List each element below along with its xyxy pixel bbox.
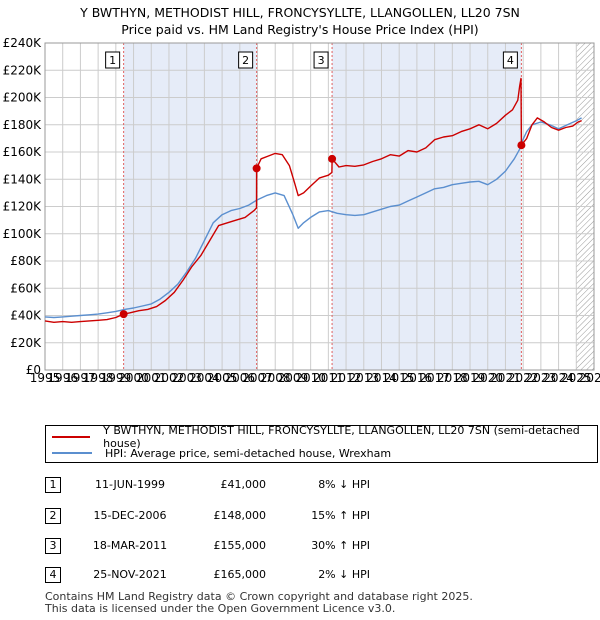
x-tick-label: 2023 xyxy=(526,371,557,385)
x-tick-label: 1997 xyxy=(65,371,96,385)
hpi-line xyxy=(44,117,582,319)
x-tick-label: 1995 xyxy=(30,371,61,385)
transaction-number: 4 xyxy=(45,567,61,583)
x-tick-label: 2013 xyxy=(349,371,380,385)
transaction-price: £165,000 xyxy=(213,568,267,581)
transaction-hpi: 15% ↑ HPI xyxy=(311,509,370,522)
sale-label-box xyxy=(238,51,254,69)
transaction-number: 2 xyxy=(45,508,61,524)
y-tick-label: £20K xyxy=(10,336,42,350)
sale-label-box xyxy=(313,51,329,69)
x-tick-label: 2024 xyxy=(543,371,574,385)
table-row: 3 18-MAR-2011 £155,000 30% ↑ HPI xyxy=(0,538,600,558)
x-tick-label: 2026 xyxy=(579,371,600,385)
transaction-date: 18-MAR-2011 xyxy=(92,539,168,552)
y-tick-label: £60K xyxy=(10,281,42,295)
y-tick-label: £120K xyxy=(3,200,43,214)
x-tick-label: 2007 xyxy=(242,371,273,385)
x-tick-label: 2016 xyxy=(402,371,433,385)
footer-line-1: Contains HM Land Registry data © Crown c… xyxy=(45,590,473,603)
x-tick-label: 2000 xyxy=(118,371,149,385)
transaction-hpi: 8% ↓ HPI xyxy=(318,478,370,491)
x-tick-label: 2009 xyxy=(278,371,309,385)
transaction-price: £41,000 xyxy=(220,478,267,491)
sale-point xyxy=(328,154,337,163)
legend-item-hpi: HPI: Average price, semi-detached house,… xyxy=(52,446,391,460)
sale-label-box xyxy=(502,51,518,69)
legend-item-property: Y BWTHYN, METHODIST HILL, FRONCYSYLLTE, … xyxy=(52,424,597,450)
x-tick-label: 2014 xyxy=(366,371,397,385)
transaction-date: 11-JUN-1999 xyxy=(94,478,166,491)
legend: Y BWTHYN, METHODIST HILL, FRONCYSYLLTE, … xyxy=(45,424,598,463)
transaction-hpi: 30% ↑ HPI xyxy=(311,539,370,552)
title-line-2: Price paid vs. HM Land Registry's House … xyxy=(121,22,479,37)
table-row: 2 15-DEC-2006 £148,000 15% ↑ HPI xyxy=(0,508,600,528)
x-tick-label: 1996 xyxy=(47,371,78,385)
table-row: 4 25-NOV-2021 £165,000 2% ↓ HPI xyxy=(0,567,600,587)
legend-label-hpi: HPI: Average price, semi-detached house,… xyxy=(105,446,392,460)
title-line-1: Y BWTHYN, METHODIST HILL, FRONCYSYLLTE, … xyxy=(80,5,520,20)
y-tick-label: £180K xyxy=(3,118,43,132)
transaction-number: 3 xyxy=(45,538,61,554)
sale-label-number: 4 xyxy=(507,54,514,67)
y-tick-label: £40K xyxy=(10,309,42,323)
x-tick-label: 2015 xyxy=(384,371,415,385)
sale-label-number: 1 xyxy=(109,54,116,67)
x-tick-label: 2010 xyxy=(295,371,326,385)
sale-point xyxy=(252,164,261,173)
sale-label-number: 2 xyxy=(242,54,249,67)
y-tick-label: £140K xyxy=(3,172,43,186)
transaction-date: 25-NOV-2021 xyxy=(93,568,167,581)
x-tick-label: 2025 xyxy=(561,371,592,385)
x-tick-label: 2008 xyxy=(260,371,291,385)
transaction-price: £155,000 xyxy=(213,539,267,552)
transaction-number: 1 xyxy=(45,477,61,493)
x-tick-label: 2019 xyxy=(455,371,486,385)
price-chart: £0 £20K £40K £60K £80K £100K £120K £140K £160K £1… xyxy=(3,36,600,385)
x-tick-label: 2011 xyxy=(313,371,344,385)
y-tick-label: £100K xyxy=(3,227,43,241)
x-tick-label: 2005 xyxy=(207,371,238,385)
x-tick-label: 2017 xyxy=(419,371,450,385)
table-row: 1 11-JUN-1999 £41,000 8% ↓ HPI xyxy=(0,477,600,497)
x-tick-label: 2004 xyxy=(189,371,220,385)
x-tick-label: 2002 xyxy=(154,371,185,385)
y-tick-label: £220K xyxy=(3,63,43,77)
x-tick-label: 1999 xyxy=(101,371,132,385)
transaction-date: 15-DEC-2006 xyxy=(93,509,167,522)
footer: Contains HM Land Registry data © Crown c… xyxy=(45,591,473,615)
x-tick-label: 2020 xyxy=(472,371,503,385)
x-tick-label: 2003 xyxy=(171,371,202,385)
x-tick-label: 2021 xyxy=(490,371,521,385)
x-tick-label: 2006 xyxy=(225,371,256,385)
y-tick-label: £0 xyxy=(26,363,41,377)
x-tick-label: 2001 xyxy=(136,371,167,385)
property-price-line xyxy=(44,77,582,323)
x-tick-label: 2018 xyxy=(437,371,468,385)
y-tick-label: £160K xyxy=(3,145,43,159)
property-line-swatch xyxy=(52,436,91,438)
sale-point xyxy=(119,310,128,319)
transaction-hpi: 2% ↓ HPI xyxy=(318,568,370,581)
sale-point xyxy=(517,141,526,150)
y-tick-label: £80K xyxy=(10,254,42,268)
plot-frame xyxy=(44,42,595,371)
footer-line-2: This data is licensed under the Open Gov… xyxy=(45,602,396,615)
sale-label-number: 3 xyxy=(318,54,325,67)
legend-label-property: Y BWTHYN, METHODIST HILL, FRONCYSYLLTE, … xyxy=(103,424,580,450)
y-tick-label: £200K xyxy=(3,91,43,105)
x-tick-label: 2022 xyxy=(508,371,539,385)
y-tick-label: £240K xyxy=(3,36,43,50)
sale-label-box xyxy=(105,51,121,69)
hpi-line-swatch xyxy=(52,452,92,454)
chart-title: Y BWTHYN, METHODIST HILL, FRONCYSYLLTE, … xyxy=(0,4,600,38)
x-tick-label: 1998 xyxy=(83,371,114,385)
x-tick-label: 2012 xyxy=(331,371,362,385)
transaction-price: £148,000 xyxy=(213,509,267,522)
